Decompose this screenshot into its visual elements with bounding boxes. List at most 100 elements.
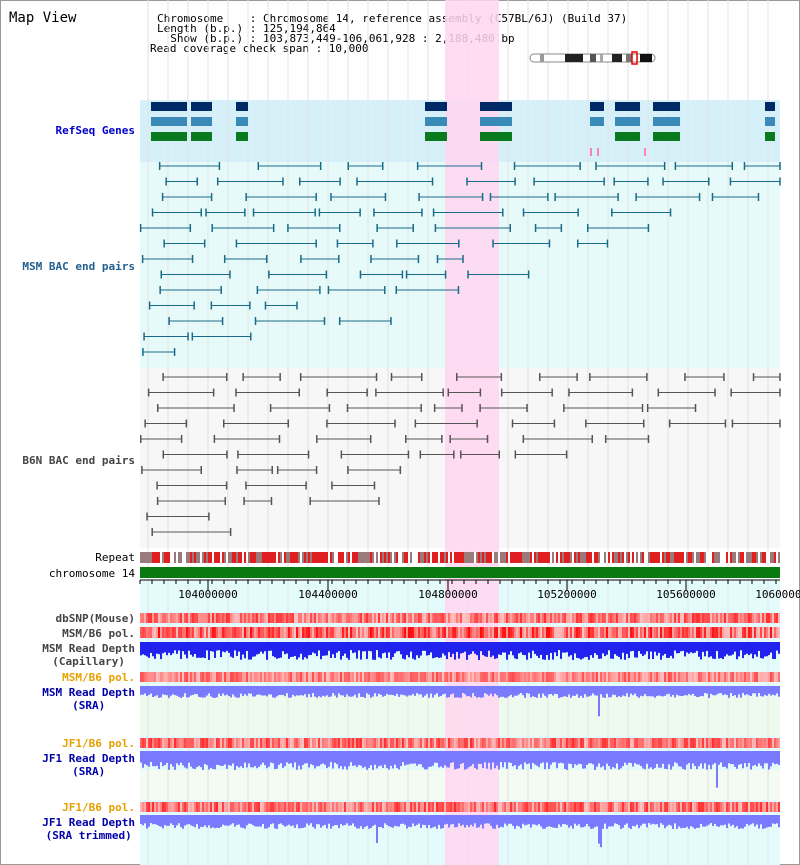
jf1-b6-pol-strip	[642, 738, 644, 748]
msm-b6-pol-strip	[522, 627, 524, 638]
dbsnp-strip	[306, 613, 308, 623]
jf1-b6-pol-strip	[390, 738, 392, 748]
dbsnp-strip	[736, 613, 738, 623]
msm-b6-pol-strip	[356, 627, 358, 638]
repeat-mark	[268, 552, 270, 563]
jf1-b6-pol-strip	[442, 738, 444, 748]
jf1-read-depth-trimmed	[294, 815, 296, 828]
jf1-read-depth-sra	[402, 751, 404, 763]
msm-b6-pol-strip-2	[548, 672, 550, 682]
msm-b6-pol-strip	[298, 627, 300, 638]
jf1-b6-pol-strip	[386, 738, 388, 748]
msm-read-depth-sra	[338, 686, 340, 694]
msm-read-depth-sra	[750, 686, 752, 697]
dbsnp-strip	[398, 613, 400, 623]
msm-read-depth-sra	[370, 686, 372, 698]
msm-b6-pol-strip	[314, 627, 316, 638]
jf1-read-depth-sra	[368, 751, 370, 768]
msm-read-depth-capillary	[166, 642, 168, 656]
msm-read-depth-sra	[546, 686, 548, 698]
jf1-b6-pol-strip	[536, 738, 538, 748]
jf1-b6-pol-strip-2	[156, 802, 158, 812]
msm-b6-pol-strip-2	[258, 672, 260, 682]
repeat-mark	[274, 552, 276, 563]
msm-b6-pol-strip-2	[336, 672, 338, 682]
dbsnp-strip	[704, 613, 706, 623]
jf1-read-depth-sra	[754, 751, 756, 765]
msm-read-depth-sra	[474, 686, 476, 697]
jf1-b6-pol-strip	[760, 738, 762, 748]
msm-read-depth-sra	[274, 686, 276, 698]
repeat-mark	[548, 552, 550, 563]
jf1-b6-pol-strip	[730, 738, 732, 748]
jf1-read-depth-sra	[298, 751, 300, 766]
jf1-b6-pol-strip-2	[766, 802, 768, 812]
jf1-read-depth-trimmed	[460, 815, 462, 826]
jf1-read-depth-sra	[506, 751, 508, 769]
msm-b6-pol-strip-2	[766, 672, 768, 682]
msm-b6-pol-strip	[546, 627, 548, 638]
dbsnp-strip	[640, 613, 642, 623]
dbsnp-strip	[636, 613, 638, 623]
msm-read-depth-sra	[664, 686, 666, 696]
jf1-read-depth-sra	[510, 751, 512, 763]
msm-read-depth-sra	[398, 686, 400, 697]
jf1-read-depth-sra	[490, 751, 492, 770]
jf1-b6-pol-strip-2	[290, 802, 292, 812]
jf1-b6-pol-strip	[586, 738, 588, 748]
msm-b6-pol-strip-2	[648, 672, 650, 682]
jf1-b6-pol-strip	[588, 738, 590, 748]
msm-b6-pol-strip-2	[706, 672, 708, 682]
jf1-b6-pol-strip-2	[694, 802, 696, 812]
msm-read-depth-sra	[564, 686, 566, 697]
msm-b6-pol-strip	[182, 627, 184, 638]
jf1-read-depth-sra	[452, 751, 454, 763]
jf1-read-depth-trimmed	[742, 815, 744, 829]
jf1-read-depth-sra	[530, 751, 532, 770]
jf1-b6-pol-strip-2	[758, 802, 760, 812]
msm-read-depth-sra	[748, 686, 750, 696]
jf1-b6-pol-strip	[532, 738, 534, 748]
jf1-read-depth-trimmed	[296, 815, 298, 825]
msm-b6-pol-strip	[260, 627, 262, 638]
msm-read-depth-capillary	[612, 642, 614, 659]
jf1-b6-pol-strip	[326, 738, 328, 748]
jf1-read-depth-sra	[752, 751, 754, 766]
jf1-read-depth-sra	[354, 751, 356, 766]
msm-b6-pol-strip	[520, 627, 522, 638]
msm-b6-pol-strip	[238, 627, 240, 638]
jf1-read-depth-sra	[380, 751, 382, 766]
msm-b6-pol-strip-2	[406, 672, 408, 682]
jf1-b6-pol-strip-2	[378, 802, 380, 812]
msm-read-depth-sra	[580, 686, 582, 696]
jf1-read-depth-trimmed	[266, 815, 268, 829]
msm-read-depth-capillary	[206, 642, 208, 651]
msm-b6-pol-strip	[722, 627, 724, 638]
repeat-mark	[652, 552, 654, 563]
jf1-b6-pol-strip-2	[174, 802, 176, 812]
msm-read-depth-capillary	[494, 642, 496, 659]
dbsnp-strip	[378, 613, 380, 623]
jf1-read-depth-sra	[758, 751, 760, 764]
jf1-b6-pol-strip-2	[252, 802, 254, 812]
jf1-b6-pol-strip-2	[714, 802, 716, 812]
msm-b6-pol-strip-2	[660, 672, 662, 682]
repeat-mark	[532, 552, 534, 563]
jf1-read-depth-sra	[586, 751, 588, 765]
repeat-mark	[766, 552, 768, 563]
jf1-b6-pol-strip-2	[224, 802, 226, 812]
msm-read-depth-capillary	[626, 642, 628, 654]
jf1-b6-pol-strip-2	[608, 802, 610, 812]
jf1-read-depth-sra	[720, 751, 722, 763]
jf1-read-depth-trimmed	[758, 815, 760, 829]
jf1-b6-pol-strip	[686, 738, 688, 748]
msm-b6-pol-strip	[338, 627, 340, 638]
jf1-b6-pol-strip	[610, 738, 612, 748]
jf1-b6-pol-strip	[184, 738, 186, 748]
dbsnp-strip	[760, 613, 762, 623]
msm-read-depth-sra	[270, 686, 272, 695]
jf1-b6-pol-strip	[534, 738, 536, 748]
dbsnp-strip	[438, 613, 440, 623]
jf1-read-depth-trimmed	[610, 815, 612, 827]
